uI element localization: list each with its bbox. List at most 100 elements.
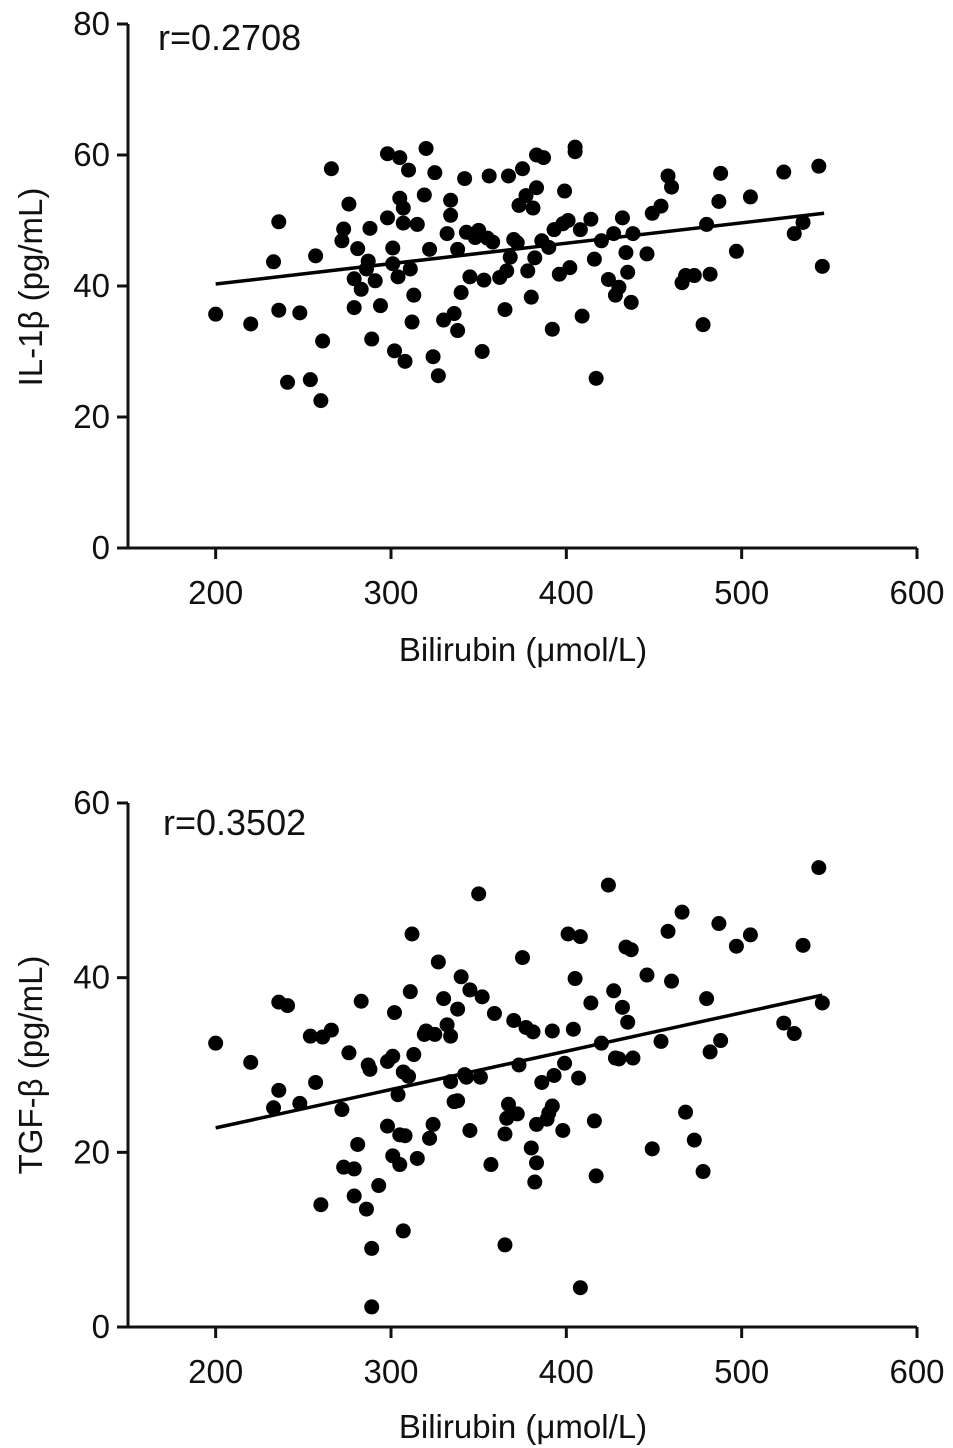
tgfb-x-tick-label: 300 <box>363 1353 418 1390</box>
il1b-data-point <box>315 333 331 349</box>
tgfb-data-point <box>555 1123 571 1138</box>
tgfb-data-point <box>358 1201 374 1217</box>
tgfb-y-tick-label: 0 <box>92 1308 110 1345</box>
tgfb-data-point <box>392 1157 408 1173</box>
tgfb-data-point <box>544 1023 560 1039</box>
tgfb-data-point <box>623 942 639 958</box>
il1b-data-point <box>811 158 827 174</box>
il1b-data-point <box>795 214 811 230</box>
il1b-y-tick-label: 20 <box>73 398 110 435</box>
tgfb-data-point <box>404 926 420 942</box>
tgfb-data-point <box>653 1033 669 1049</box>
tgfb-data-point <box>486 1005 502 1021</box>
il1b-data-point <box>653 198 669 214</box>
tgfb-data-point <box>571 1070 587 1086</box>
tgfb-data-point <box>390 1087 406 1103</box>
il1b-data-point <box>623 294 639 310</box>
il1b-data-point <box>786 226 802 242</box>
il1b-data-point <box>292 305 308 321</box>
tgfb-data-point <box>534 1074 550 1090</box>
il1b-data-point <box>392 150 408 166</box>
il1b-data-point <box>308 248 324 264</box>
il1b-y-tick-label: 0 <box>92 529 110 566</box>
tgfb-data-point <box>711 916 727 932</box>
il1b-data-point <box>614 210 630 226</box>
tgfb-data-point <box>323 1022 339 1038</box>
tgfb-data-point <box>364 1299 380 1315</box>
il1b-data-point <box>323 161 339 177</box>
tgfb-data-point <box>243 1054 259 1070</box>
il1b-regression-line <box>215 211 825 286</box>
tgfb-data-point <box>443 1028 459 1044</box>
tgfb-data-point <box>364 1240 380 1256</box>
il1b-data-point <box>525 200 541 216</box>
il1b-data-point <box>395 200 411 216</box>
il1b-data-point <box>422 241 438 257</box>
il1b-x-tick-label: 500 <box>714 574 769 611</box>
il1b-data-point <box>583 211 599 227</box>
il1b-data-point <box>334 233 350 249</box>
tgfb-data-point <box>402 984 418 1000</box>
il1b-data-point <box>390 269 406 285</box>
il1b-data-point <box>367 273 383 289</box>
il1b-data-point <box>425 349 441 365</box>
tgfb-data-point <box>611 1051 627 1067</box>
tgfb-data-point <box>371 1178 387 1194</box>
tgfb-data-point <box>350 1136 366 1152</box>
tgfb-data-point <box>525 1024 541 1040</box>
tgfb-x-tick-label: 400 <box>539 1353 594 1390</box>
tgfb-correlation-annotation: r=0.3502 <box>163 802 306 843</box>
tgfb-data-point <box>776 1015 792 1031</box>
tgfb-data-point <box>409 1150 425 1166</box>
il1b-data-point <box>271 302 287 318</box>
tgfb-data-point <box>500 1096 516 1112</box>
tgfb-data-point <box>572 1280 588 1296</box>
il1b-x-axis-label: Bilirubin (μmol/L) <box>399 631 647 668</box>
tgfb-data-point <box>395 1223 411 1239</box>
il1b-y-tick-label: 80 <box>73 5 110 42</box>
tgfb-data-point <box>308 1074 324 1090</box>
il1b-data-point <box>416 187 432 203</box>
tgfb-data-point <box>346 1188 362 1204</box>
il1b-data-point <box>702 266 718 282</box>
il1b-data-point <box>266 254 282 270</box>
tgfb-x-tick-label: 600 <box>889 1353 944 1390</box>
il1b-data-point <box>362 220 378 236</box>
il1b-data-point <box>395 215 411 231</box>
il1b-data-point <box>611 279 627 295</box>
tgfb-scatter-panel: r=0.3502 Bilirubin (μmol/L) TGF-β (pg/mL… <box>12 784 945 1445</box>
il1b-data-point <box>208 306 224 322</box>
il1b-x-tick-label: 400 <box>539 574 594 611</box>
tgfb-data-point <box>625 1050 641 1066</box>
il1b-data-point <box>243 316 259 332</box>
il1b-data-point <box>664 179 680 195</box>
il1b-data-point <box>446 306 462 322</box>
tgfb-data-point <box>483 1157 499 1173</box>
tgfb-data-point <box>334 1102 350 1118</box>
il1b-data-point <box>372 298 388 314</box>
tgfb-data-point <box>271 1082 287 1098</box>
il1b-data-point <box>686 268 702 284</box>
il1b-scatter-panel: r=0.2708 Bilirubin (μmol/L) IL-1β (pg/mL… <box>12 5 945 668</box>
tgfb-data-point <box>614 999 630 1015</box>
tgfb-data-point <box>544 1098 560 1114</box>
tgfb-data-point <box>453 969 469 985</box>
il1b-data-point <box>450 323 466 339</box>
tgfb-data-point <box>644 1141 660 1157</box>
tgfb-data-point <box>660 923 676 939</box>
tgfb-data-point <box>814 995 830 1011</box>
il1b-y-tick-label: 60 <box>73 136 110 173</box>
il1b-correlation-annotation: r=0.2708 <box>158 17 301 58</box>
tgfb-data-point <box>266 1100 282 1116</box>
il1b-data-point <box>529 180 545 196</box>
tgfb-data-point <box>546 1067 562 1083</box>
il1b-x-tick-label: 600 <box>889 574 944 611</box>
tgfb-data-point <box>674 904 690 920</box>
tgfb-data-point <box>728 938 744 954</box>
tgfb-data-point <box>572 929 588 945</box>
tgfb-data-point <box>742 927 758 943</box>
il1b-data-point <box>518 188 534 204</box>
il1b-data-point <box>271 214 287 230</box>
il1b-data-point <box>450 241 466 257</box>
